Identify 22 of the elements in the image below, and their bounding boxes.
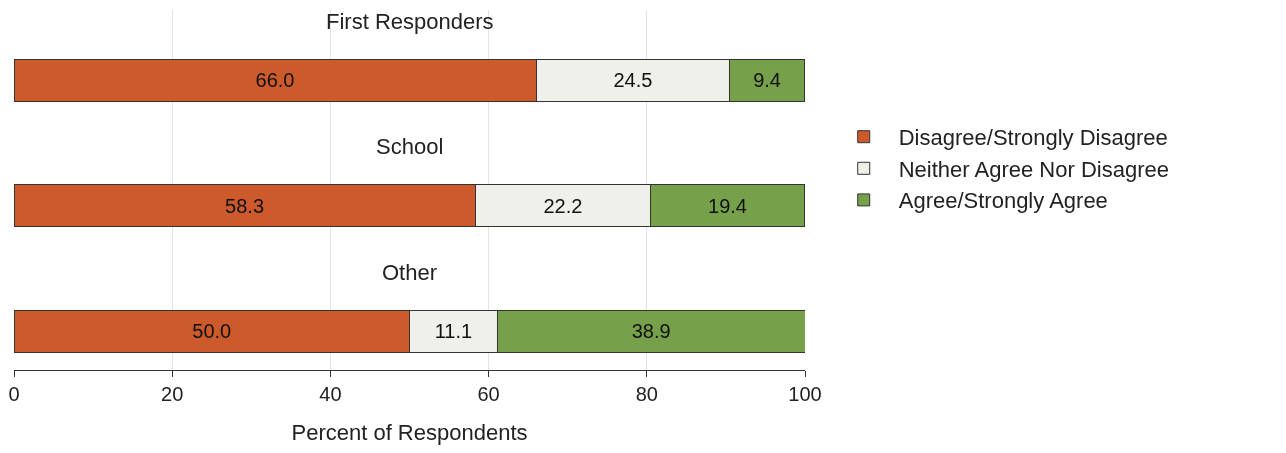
data-label: 50.0 [192,320,232,343]
data-label: 66.0 [255,69,295,92]
data-label: 58.3 [225,194,265,217]
y-tick-label: School [376,134,444,159]
y-tick-label: Other [382,260,438,285]
data-label: 9.4 [753,69,781,92]
data-label: 24.5 [613,69,653,92]
y-tick-label: First Responders [326,9,494,34]
data-label: 38.9 [631,320,671,343]
x-tick-label: 80 [635,383,658,405]
legend-label: Agree/Strongly Agree [898,188,1108,214]
legend-label: Disagree/Strongly Disagree [898,125,1168,151]
data-label: 19.4 [708,194,747,217]
data-label: 11.1 [434,320,473,343]
legend-label: Neither Agree Nor Disagree [898,156,1169,182]
x-tick-label: 20 [161,383,184,405]
x-axis-title: Percent of Respondents [291,419,528,445]
x-tick-label: 60 [477,383,500,405]
x-tick-label: 0 [8,383,20,405]
x-tick-label: 100 [788,383,822,405]
x-tick-label: 40 [319,383,342,405]
data-label: 22.2 [543,194,583,217]
